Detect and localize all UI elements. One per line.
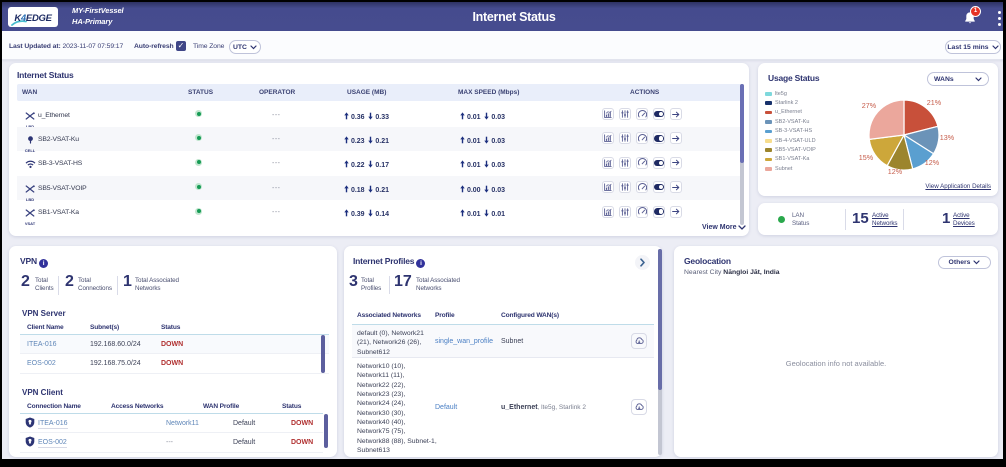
svg-text:12%: 12% (925, 158, 940, 167)
svg-text:12%: 12% (888, 167, 903, 176)
svg-text:15%: 15% (859, 153, 874, 162)
svg-text:13%: 13% (940, 133, 955, 142)
svg-text:27%: 27% (862, 101, 877, 110)
svg-text:21%: 21% (927, 98, 942, 107)
